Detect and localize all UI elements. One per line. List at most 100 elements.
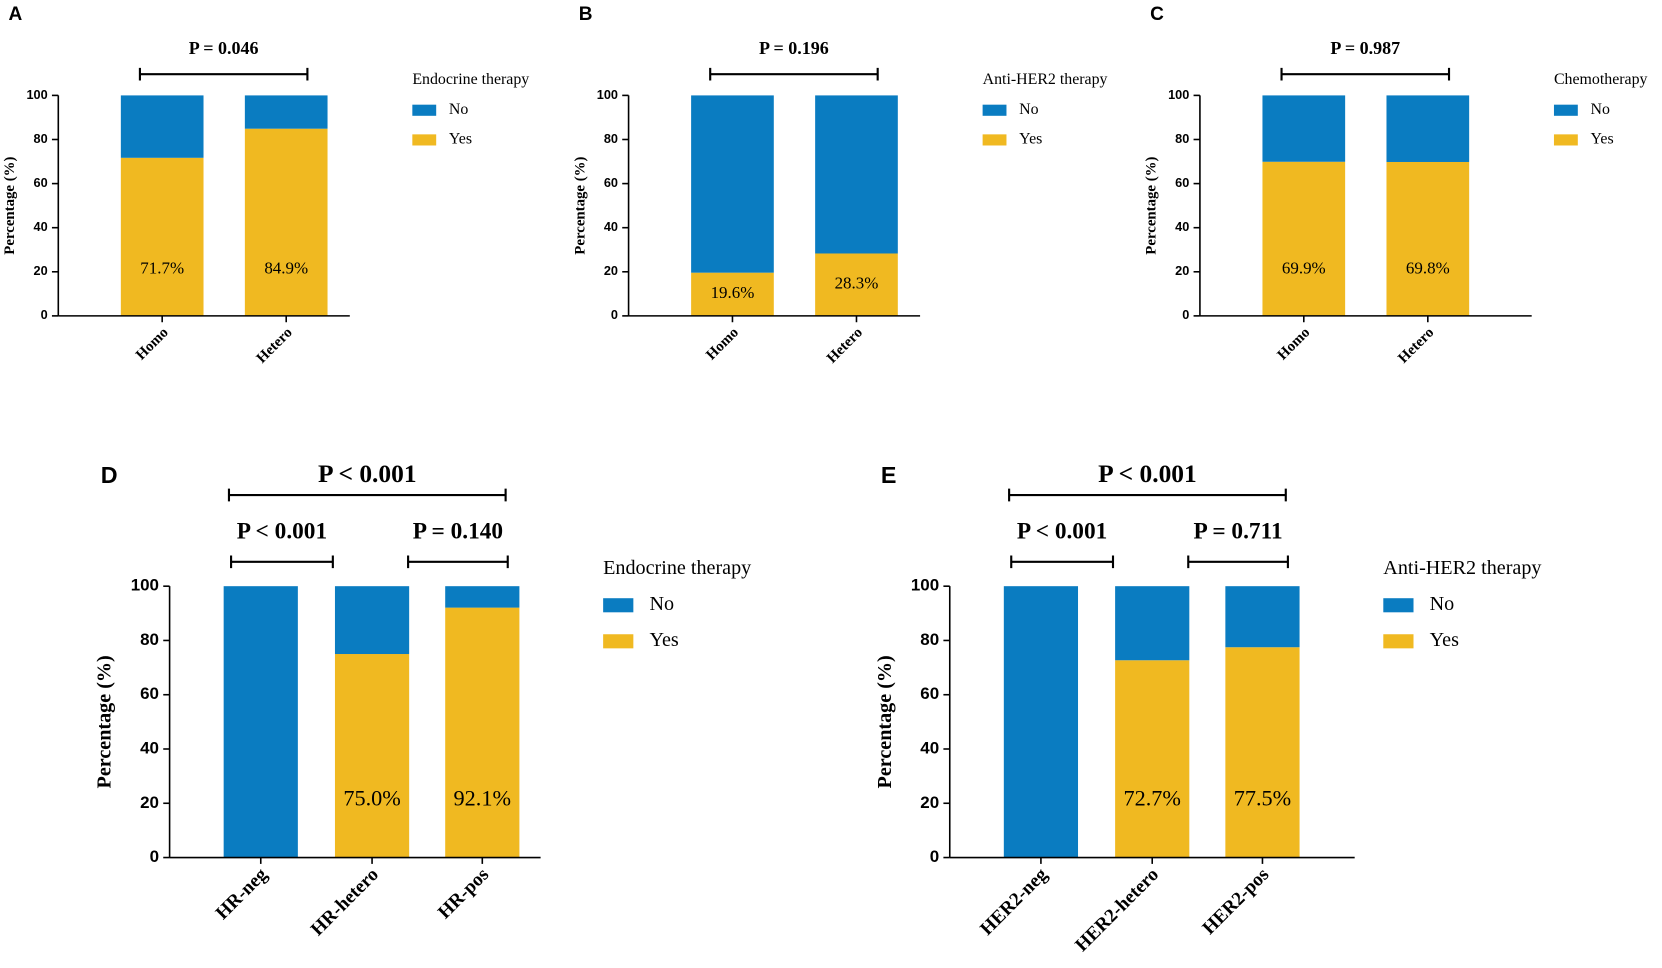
bar-segment	[244, 128, 328, 316]
panel-label: D	[101, 462, 118, 488]
p-value: P < 0.001	[237, 519, 327, 545]
significance-bracket	[709, 67, 879, 81]
bar-segment	[445, 607, 520, 858]
x-tick-label: HR-neg	[212, 864, 272, 924]
p-value: P = 0.196	[759, 38, 829, 58]
y-tick-label: 20	[604, 263, 618, 278]
y-axis-label: Percentage (%)	[2, 157, 18, 255]
y-tick-label: 60	[920, 684, 939, 703]
y-tick-label: 100	[911, 576, 939, 595]
significance-bracket	[1008, 488, 1287, 502]
value-label: 28.3%	[835, 274, 879, 293]
legend-swatch	[412, 134, 437, 146]
y-tick-label: 80	[604, 131, 618, 146]
p-value: P < 0.001	[1017, 519, 1107, 545]
significance-bracket	[227, 488, 507, 502]
panel-label: B	[579, 4, 593, 25]
bar-segment	[1262, 95, 1346, 162]
y-tick-label: 60	[604, 175, 618, 190]
x-tick-label: Hetero	[254, 325, 296, 367]
y-tick-label: 40	[920, 738, 939, 757]
y-tick-label: 80	[140, 630, 159, 649]
significance-bracket	[1280, 67, 1451, 81]
legend-swatch	[603, 634, 634, 649]
y-axis-label: Percentage (%)	[94, 655, 116, 788]
y-axis-label: Percentage (%)	[572, 157, 588, 255]
y-axis-label: Percentage (%)	[1144, 157, 1160, 255]
bar-segment	[815, 95, 898, 254]
significance-bracket	[1187, 555, 1289, 569]
y-tick-label: 0	[930, 847, 939, 866]
panel-label: C	[1150, 4, 1164, 25]
bar-segment	[445, 586, 520, 608]
legend-swatch	[1383, 598, 1414, 613]
bar-segment	[334, 654, 410, 858]
y-tick-label: 0	[611, 307, 618, 322]
legend-label: Yes	[1430, 629, 1459, 651]
x-tick-label: Hetero	[1395, 325, 1437, 367]
panel-label: E	[881, 462, 897, 488]
value-label: 71.7%	[140, 258, 184, 277]
y-tick-label: 20	[34, 263, 48, 278]
y-tick-label: 40	[1175, 219, 1189, 234]
value-label: 92.1%	[454, 786, 511, 811]
bar-segment	[815, 253, 898, 316]
p-value: P = 0.046	[189, 38, 259, 58]
y-tick-label: 0	[41, 307, 48, 322]
x-tick-label: Homo	[1275, 325, 1314, 364]
legend-label: No	[449, 101, 468, 118]
value-label: 84.9%	[264, 258, 308, 277]
bar-segment	[1225, 586, 1300, 648]
legend-label: Yes	[1019, 131, 1042, 148]
y-tick-label: 40	[604, 219, 618, 234]
value-label: 19.6%	[711, 283, 755, 302]
legend-swatch	[1553, 104, 1578, 116]
panel: B 19.6% 28.3% 0 20 40 60 80 100 Percentage (%) Hom…	[572, 4, 1107, 367]
figure-content: A 71.7% 84.9% 0 20 40 60 80 100 Percentage (%) Hom…	[2, 4, 1648, 956]
value-label: 75.0%	[343, 786, 400, 811]
bar-segment	[1386, 161, 1470, 316]
legend-swatch	[982, 134, 1007, 146]
legend-label: No	[1430, 593, 1455, 615]
panel: D 75.0% 92.1% 0 20 40 60 80 100 Percentage (%) HR-…	[94, 459, 752, 940]
bar-segment	[1262, 161, 1346, 316]
bar-segment	[1386, 95, 1470, 162]
y-axis-label: Percentage (%)	[874, 655, 896, 788]
y-tick-label: 80	[1175, 131, 1189, 146]
y-tick-label: 60	[140, 684, 159, 703]
bar-segment	[691, 272, 774, 316]
x-tick-label: HER2-hetero	[1071, 864, 1163, 956]
bar-segment	[334, 586, 410, 655]
y-tick-label: 100	[131, 576, 159, 595]
y-tick-label: 60	[34, 175, 48, 190]
p-value: P = 0.987	[1330, 38, 1400, 58]
legend-title: Chemotherapy	[1554, 71, 1648, 88]
significance-bracket	[138, 67, 309, 81]
x-tick-label: Homo	[703, 325, 742, 364]
legend-label: Yes	[449, 131, 472, 148]
value-label: 69.8%	[1406, 258, 1450, 277]
legend-swatch	[412, 104, 437, 116]
bar-segment	[1115, 660, 1190, 858]
panel-label: A	[8, 4, 22, 25]
y-tick-label: 40	[140, 738, 159, 757]
legend-label: Yes	[649, 629, 678, 651]
x-tick-label: Homo	[133, 325, 172, 364]
p-value: P < 0.001	[1098, 459, 1197, 488]
x-tick-label: HR-pos	[434, 864, 493, 923]
legend-label: No	[649, 593, 674, 615]
bar-segment	[691, 95, 774, 273]
y-tick-label: 80	[920, 630, 939, 649]
y-tick-label: 0	[150, 847, 159, 866]
y-tick-label: 20	[140, 793, 159, 812]
panel: C 69.9% 69.8% 0 20 40 60 80 100 Percentage (%) Hom…	[1144, 4, 1648, 367]
panel: A 71.7% 84.9% 0 20 40 60 80 100 Percentage (%) Hom…	[2, 4, 529, 367]
value-label: 72.7%	[1123, 786, 1180, 811]
value-label: 77.5%	[1234, 786, 1291, 811]
x-tick-label: Hetero	[824, 325, 866, 367]
y-tick-label: 20	[920, 793, 939, 812]
bar-segment	[120, 95, 204, 158]
y-tick-label: 100	[26, 87, 47, 102]
legend-swatch	[1383, 634, 1414, 649]
